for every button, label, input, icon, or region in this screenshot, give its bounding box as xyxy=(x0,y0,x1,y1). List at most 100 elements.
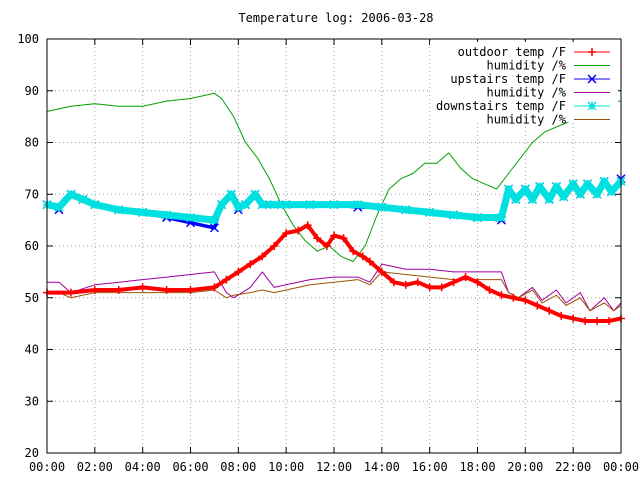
data-point xyxy=(425,283,434,292)
data-point xyxy=(90,200,100,210)
data-point xyxy=(449,278,458,287)
data-point xyxy=(226,189,236,199)
x-tick-label: 06:00 xyxy=(172,460,208,474)
data-point xyxy=(240,200,251,210)
data-point xyxy=(592,189,602,199)
data-point xyxy=(461,273,470,282)
legend-label: upstairs temp /F xyxy=(450,72,566,86)
data-point xyxy=(365,257,374,266)
x-axis-ticks: 00:00 02:00 04:00 06:00 08:00 10:00 12:00 14:00… xyxy=(29,39,639,474)
y-tick-label: 90 xyxy=(25,84,39,98)
data-point xyxy=(281,200,291,210)
data-point xyxy=(593,317,602,326)
series-4 xyxy=(42,176,626,225)
data-point xyxy=(257,200,267,210)
data-point xyxy=(497,291,506,300)
data-point xyxy=(413,278,422,287)
data-point xyxy=(66,189,76,199)
data-point xyxy=(313,234,322,243)
data-point xyxy=(521,296,530,305)
data-point xyxy=(545,306,554,315)
x-tick-label: 10:00 xyxy=(268,460,304,474)
legend-label: outdoor temp /F xyxy=(458,45,566,59)
data-point xyxy=(599,176,609,186)
legend-label: downstairs temp /F xyxy=(436,99,566,113)
data-point xyxy=(401,280,410,289)
y-axis-ticks: 20 30 40 50 60 70 80 90 100 xyxy=(17,32,621,460)
data-point xyxy=(535,181,545,192)
data-point xyxy=(509,293,518,302)
data-point xyxy=(575,189,585,199)
data-point xyxy=(606,187,616,197)
data-point xyxy=(551,181,561,192)
data-point xyxy=(114,205,124,215)
x-tick-label: 04:00 xyxy=(125,460,161,474)
data-point xyxy=(54,202,64,212)
data-point xyxy=(582,179,593,189)
data-point xyxy=(329,200,339,210)
series-3 xyxy=(47,263,622,312)
legend-label: humidity /% xyxy=(487,86,567,100)
series-line xyxy=(47,271,622,312)
data-point xyxy=(269,200,279,210)
data-point xyxy=(303,221,312,230)
data-point xyxy=(587,101,597,111)
data-point xyxy=(305,200,315,210)
series-5 xyxy=(47,271,622,312)
x-tick-label: 08:00 xyxy=(220,460,256,474)
x-tick-label: 00:00 xyxy=(29,460,65,474)
data-point xyxy=(485,285,494,294)
data-point xyxy=(217,200,227,210)
legend-label: humidity /% xyxy=(487,113,567,127)
y-tick-label: 100 xyxy=(17,32,39,46)
data-point xyxy=(559,192,569,202)
legend-label: humidity /% xyxy=(487,59,567,73)
x-tick-label: 12:00 xyxy=(316,460,352,474)
data-point xyxy=(588,48,596,56)
y-tick-label: 60 xyxy=(25,239,39,253)
data-point xyxy=(90,285,99,294)
data-point xyxy=(282,229,291,238)
data-point xyxy=(294,226,303,235)
y-tick-label: 20 xyxy=(25,446,39,460)
series-layer xyxy=(42,92,626,326)
data-point xyxy=(66,288,75,297)
series-line xyxy=(46,92,621,262)
x-tick-label: 02:00 xyxy=(77,460,113,474)
data-point xyxy=(353,200,363,210)
data-point xyxy=(557,311,566,320)
data-point xyxy=(473,278,482,287)
data-point xyxy=(233,202,243,212)
data-point xyxy=(437,283,446,292)
data-point xyxy=(425,207,435,217)
data-point xyxy=(162,210,172,220)
series-0 xyxy=(43,221,625,326)
x-tick-label: 14:00 xyxy=(364,460,400,474)
data-point xyxy=(250,189,260,199)
data-point xyxy=(401,205,411,215)
data-point xyxy=(114,285,123,294)
x-tick-label: 20:00 xyxy=(507,460,543,474)
data-point xyxy=(568,179,578,189)
chart-title: Temperature log: 2006-03-28 xyxy=(238,11,433,25)
data-point xyxy=(472,213,483,223)
plot-frame xyxy=(46,38,622,454)
data-point xyxy=(587,74,597,84)
data-point xyxy=(496,213,506,223)
x-tick-label: 00:00 xyxy=(603,460,639,474)
data-point xyxy=(349,247,358,256)
data-point xyxy=(581,317,590,326)
series-1 xyxy=(46,92,621,262)
data-point xyxy=(162,285,171,294)
data-point xyxy=(209,215,219,225)
y-tick-label: 50 xyxy=(25,291,39,305)
data-point xyxy=(138,207,148,217)
data-point xyxy=(209,223,219,233)
data-point xyxy=(520,184,530,194)
data-point xyxy=(511,194,521,204)
data-point xyxy=(449,210,459,220)
data-point xyxy=(358,252,367,261)
data-point xyxy=(569,314,578,323)
